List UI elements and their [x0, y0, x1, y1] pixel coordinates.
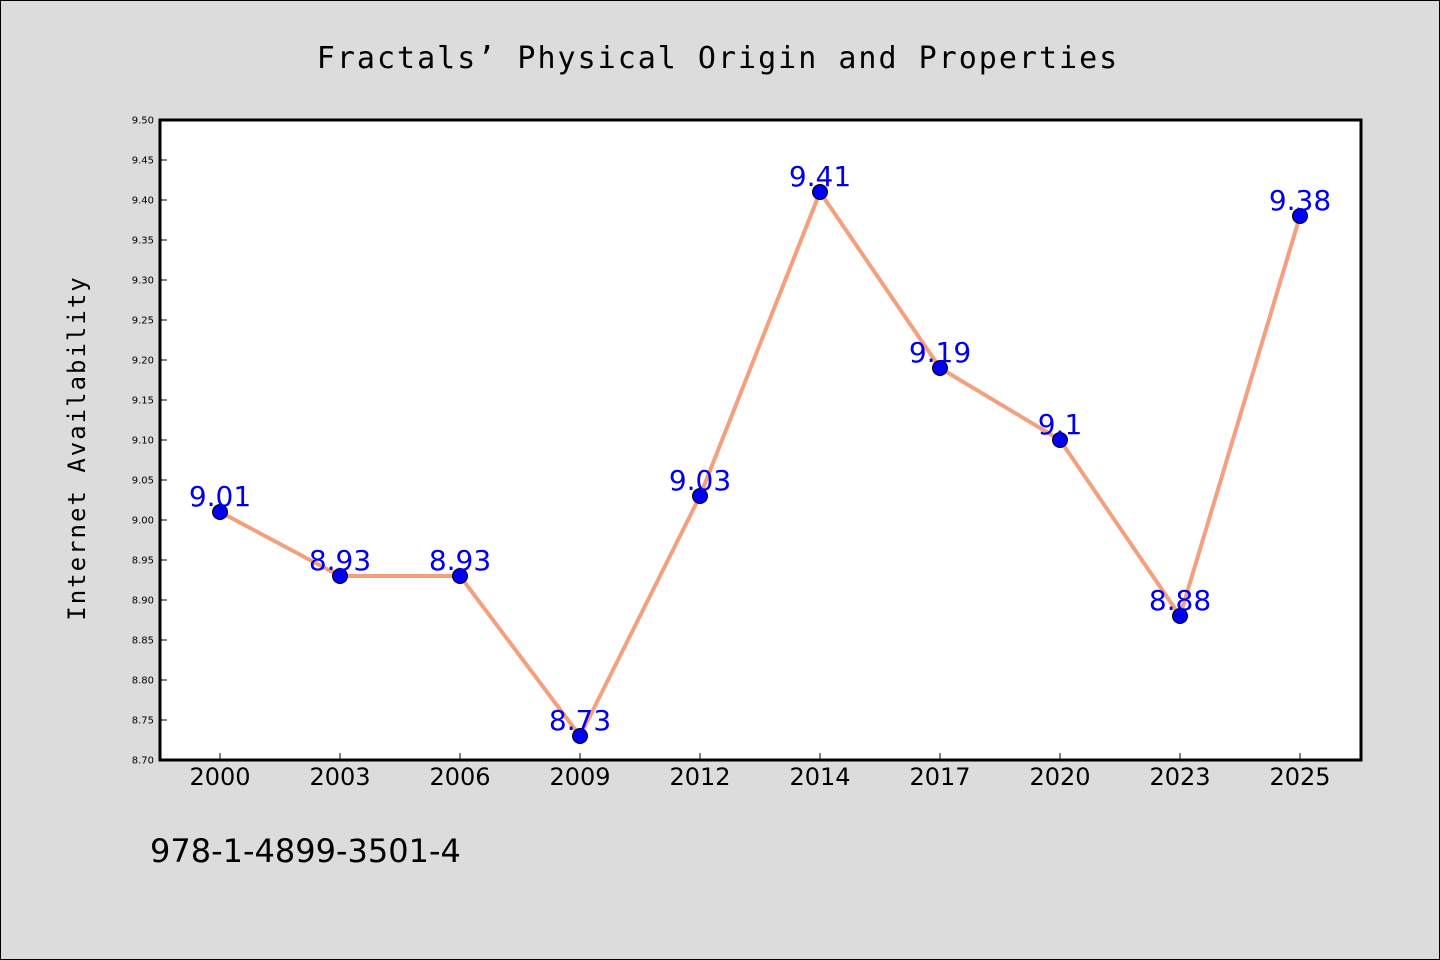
data-label: 9.03	[669, 464, 731, 497]
data-label: 9.38	[1269, 184, 1331, 217]
y-tick-label: 9.25	[132, 316, 154, 327]
data-labels: 9.01 8.93 8.93 8.73 9.03 9.41 9.19 9.1 8.88 9.38	[189, 160, 1331, 737]
data-label: 8.93	[429, 544, 491, 577]
plot-area	[160, 120, 1361, 760]
x-tick-label: 2014	[789, 763, 850, 791]
y-axis: 8.70 8.75 8.80 8.85 8.90 8.95 9.00 9.05 9.10 9.15…	[132, 116, 167, 767]
data-point	[1172, 608, 1188, 624]
y-tick-label: 9.05	[132, 476, 154, 487]
x-tick-label: 2000	[189, 763, 250, 791]
series-line	[219, 190, 1302, 738]
data-label: 8.73	[549, 704, 611, 737]
data-point	[572, 728, 588, 744]
data-point	[692, 488, 708, 504]
x-axis: 2000 2003 2006 2009 2012 2014 2017 2020 2023 2025	[189, 753, 1331, 791]
x-tick-label: 2017	[909, 763, 970, 791]
data-point	[452, 568, 468, 584]
y-tick-label: 9.15	[132, 396, 154, 407]
y-tick-label: 9.50	[132, 116, 154, 127]
data-points	[212, 184, 1308, 744]
data-point	[1292, 208, 1308, 224]
data-label: 9.19	[909, 336, 971, 369]
x-tick-label: 2020	[1029, 763, 1090, 791]
plot-border	[158, 118, 1363, 762]
y-tick-label: 9.10	[132, 436, 154, 447]
x-tick-label: 2009	[549, 763, 610, 791]
y-tick-label: 8.90	[132, 596, 154, 607]
y-tick-label: 8.80	[132, 676, 154, 687]
x-tick-label: 2025	[1269, 763, 1330, 791]
data-point	[212, 504, 228, 520]
y-axis-label: Internet Availability	[63, 275, 91, 620]
isbn-text: 978-1-4899-3501-4	[150, 832, 461, 870]
x-tick-label: 2006	[429, 763, 490, 791]
x-tick-label: 2023	[1149, 763, 1210, 791]
y-tick-label: 9.20	[132, 356, 154, 367]
data-label: 9.1	[1038, 408, 1083, 441]
data-point	[332, 568, 348, 584]
data-label: 9.41	[789, 160, 851, 193]
y-tick-label: 8.75	[132, 716, 154, 727]
y-tick-label: 8.70	[132, 756, 154, 767]
data-label: 9.01	[189, 480, 251, 513]
y-tick-label: 9.30	[132, 276, 154, 287]
y-tick-label: 8.95	[132, 556, 154, 567]
y-tick-label: 8.85	[132, 636, 154, 647]
x-tick-label: 2012	[669, 763, 730, 791]
y-tick-label: 9.45	[132, 156, 154, 167]
data-point	[1052, 432, 1068, 448]
data-label: 8.93	[309, 544, 371, 577]
data-label: 8.88	[1149, 584, 1211, 617]
data-point	[812, 184, 828, 200]
y-tick-label: 9.35	[132, 236, 154, 247]
x-tick-label: 2003	[309, 763, 370, 791]
y-tick-label: 9.00	[132, 516, 154, 527]
data-point	[932, 360, 948, 376]
chart-title: Fractals’ Physical Origin and Properties	[317, 41, 1119, 76]
y-tick-label: 9.40	[132, 196, 154, 207]
